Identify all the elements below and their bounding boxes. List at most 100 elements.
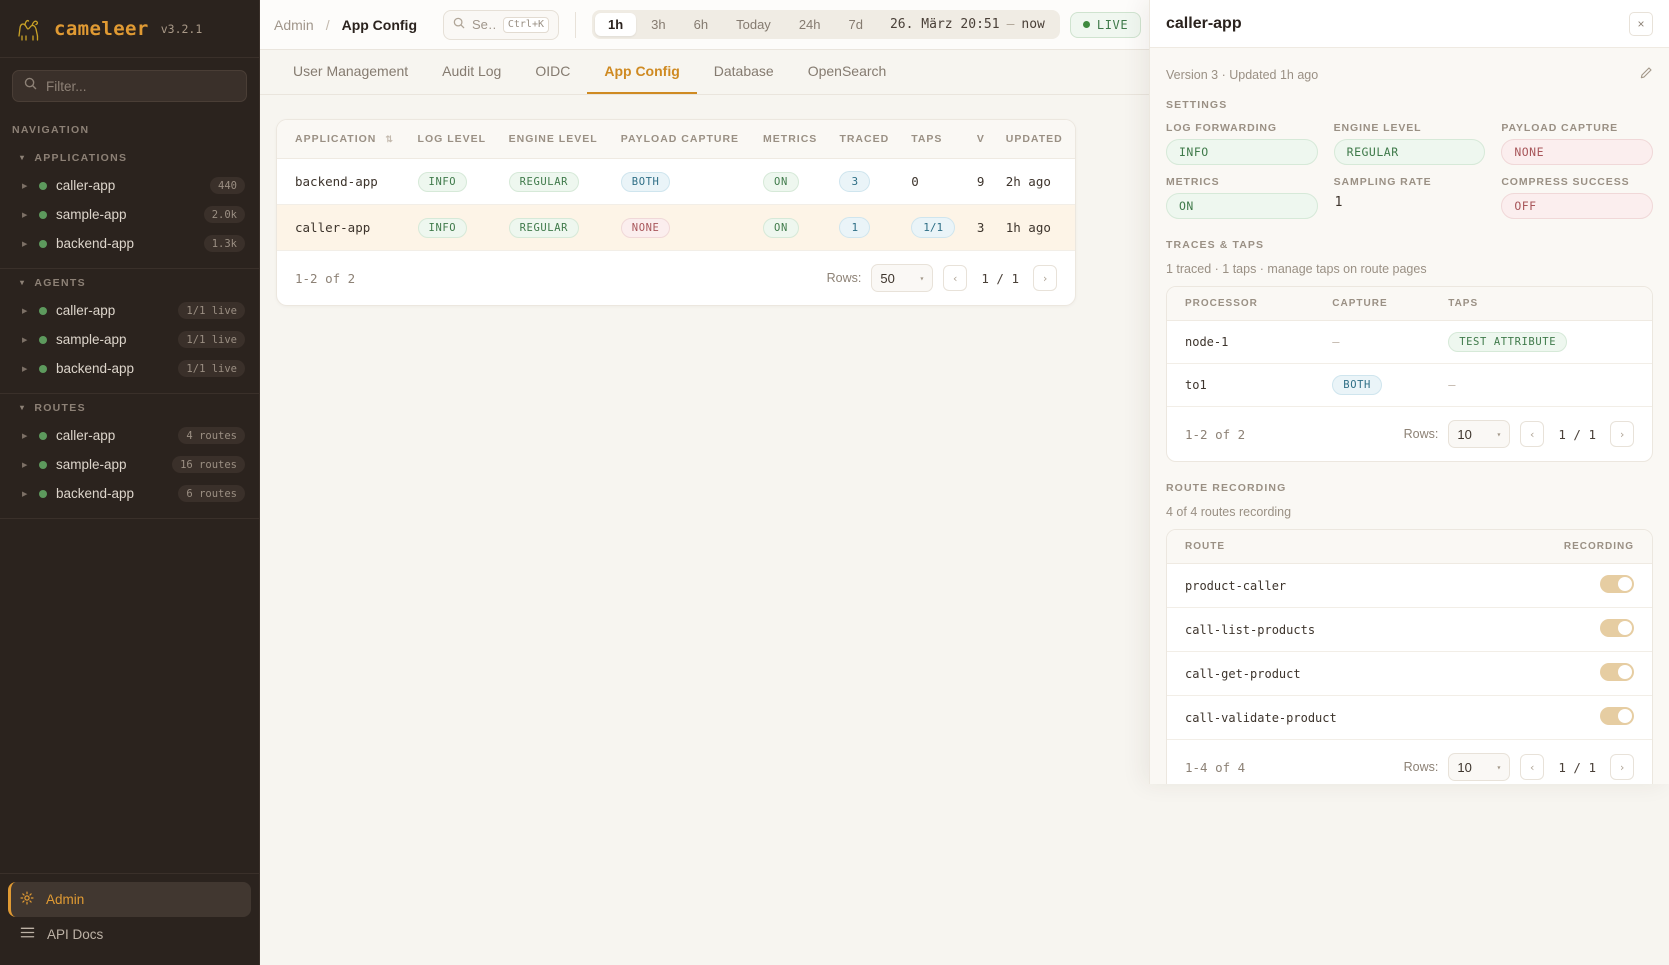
- brand[interactable]: cameleer v3.2.1: [0, 0, 259, 58]
- col-payload-capture[interactable]: PAYLOAD CAPTURE: [610, 120, 754, 159]
- sidebar-item-routes-caller-app[interactable]: ▶ caller-app 4 routes: [0, 421, 259, 450]
- time-range-display[interactable]: 26. März 20:51 — now: [878, 13, 1057, 36]
- table-row[interactable]: caller-app INFO REGULAR NONE ON 1 1/1 3 …: [277, 204, 1075, 251]
- sidebar-group-agents: ▾ AGENTS ▶ caller-app 1/1 live ▶ sample-…: [0, 269, 259, 394]
- panel-meta-text: Version 3 · Updated 1h ago: [1166, 67, 1319, 82]
- tab-oidc[interactable]: OIDC: [535, 63, 571, 79]
- col-updated[interactable]: UPDATED: [995, 120, 1075, 159]
- prev-page-button[interactable]: ‹: [1520, 421, 1545, 447]
- sidebar-item-agents-sample-app[interactable]: ▶ sample-app 1/1 live: [0, 325, 259, 354]
- global-search[interactable]: Se… Ctrl+K: [443, 9, 559, 40]
- col-v[interactable]: V: [966, 120, 996, 159]
- cell-log-level: INFO: [407, 158, 499, 205]
- traces-card: PROCESSOR CAPTURE TAPS node-1 — TEST ATT…: [1166, 286, 1653, 462]
- col-engine-level[interactable]: ENGINE LEVEL: [498, 120, 611, 159]
- tab-database[interactable]: Database: [713, 63, 774, 79]
- col-application[interactable]: APPLICATION ⇅: [277, 120, 408, 159]
- page-indicator: 1 / 1: [1558, 759, 1596, 775]
- group-header-routes[interactable]: ▾ ROUTES: [0, 397, 259, 421]
- recording-toggle[interactable]: [1600, 663, 1634, 681]
- sidebar-item-agents-backend-app[interactable]: ▶ backend-app 1/1 live: [0, 354, 259, 383]
- range-option-7d[interactable]: 7d: [848, 17, 863, 32]
- rows-per-page-select[interactable]: 10 ▾: [1448, 420, 1511, 448]
- prev-page-button[interactable]: ‹: [1520, 754, 1545, 780]
- col-metrics[interactable]: METRICS: [753, 120, 830, 159]
- next-page-button[interactable]: ›: [1033, 265, 1057, 291]
- sidebar-filter-input[interactable]: [46, 78, 235, 94]
- sidebar-item-applications-backend-app[interactable]: ▶ backend-app 1.3k: [0, 229, 259, 258]
- close-icon[interactable]: ×: [1629, 11, 1653, 36]
- setting-metrics: METRICS ON: [1166, 176, 1318, 219]
- table-row[interactable]: call-get-product: [1167, 651, 1652, 696]
- cell-taps: 0: [901, 158, 967, 205]
- sort-icon: ⇅: [385, 134, 394, 144]
- col-log-level[interactable]: LOG LEVEL: [407, 120, 499, 159]
- col-taps: TAPS: [1438, 287, 1652, 321]
- sidebar-item-admin[interactable]: Admin: [8, 882, 251, 917]
- sidebar-item-applications-caller-app[interactable]: ▶ caller-app 440: [0, 171, 259, 200]
- col-taps[interactable]: TAPS: [901, 120, 967, 159]
- col-traced[interactable]: TRACED: [829, 120, 902, 159]
- recording-toggle[interactable]: [1600, 707, 1634, 725]
- table-row[interactable]: node-1 — TEST ATTRIBUTE: [1167, 320, 1652, 364]
- routes-header-row: ROUTE RECORDING: [1167, 530, 1652, 564]
- sidebar-item-badge: 2.0k: [203, 206, 245, 223]
- tab-opensearch[interactable]: OpenSearch: [807, 63, 887, 79]
- tab-app-config[interactable]: App Config: [587, 50, 697, 94]
- sidebar-item-label: Admin: [46, 892, 85, 907]
- breadcrumb-root[interactable]: Admin: [274, 16, 314, 33]
- recording-toggle[interactable]: [1600, 619, 1634, 637]
- sidebar-item-api-docs[interactable]: API Docs: [8, 917, 251, 951]
- range-option-3h[interactable]: 3h: [651, 17, 666, 32]
- sidebar: cameleer v3.2.1 NAVIGATION ▾ APPLICATION…: [0, 0, 260, 965]
- range-option-6h[interactable]: 6h: [693, 17, 709, 32]
- recording-toggle[interactable]: [1600, 575, 1634, 593]
- route-recording-note: 4 of 4 routes recording: [1166, 505, 1292, 519]
- setting-value[interactable]: NONE: [1501, 139, 1653, 165]
- sidebar-filter[interactable]: [12, 70, 247, 102]
- pencil-icon[interactable]: [1639, 66, 1653, 83]
- next-page-button[interactable]: ›: [1610, 754, 1634, 780]
- cell-metrics: ON: [753, 204, 830, 251]
- next-page-button[interactable]: ›: [1610, 421, 1634, 447]
- rows-per-page-select[interactable]: 10 ▾: [1448, 753, 1511, 781]
- table-row[interactable]: backend-app INFO REGULAR BOTH ON 3 0 9 2…: [277, 158, 1075, 205]
- table-row[interactable]: to1 BOTH —: [1167, 363, 1652, 407]
- panel-meta-row: Version 3 · Updated 1h ago: [1166, 66, 1653, 83]
- prev-page-button[interactable]: ‹: [943, 265, 968, 291]
- sidebar-bottom: Admin API Docs: [0, 873, 259, 965]
- setting-value[interactable]: ON: [1166, 193, 1318, 219]
- camel-icon: [16, 16, 44, 42]
- setting-value[interactable]: INFO: [1166, 139, 1318, 165]
- cell-route: call-validate-product: [1167, 695, 1481, 740]
- chevron-right-icon: ▶: [22, 182, 28, 190]
- sidebar-item-agents-caller-app[interactable]: ▶ caller-app 1/1 live: [0, 296, 259, 325]
- toggle-knob: [1618, 577, 1632, 591]
- setting-value[interactable]: OFF: [1501, 193, 1653, 219]
- sidebar-item-applications-sample-app[interactable]: ▶ sample-app 2.0k: [0, 200, 259, 229]
- time-range-selector[interactable]: 1h 3h 6h Today 24h 7d 26. März 20:51 — n…: [592, 10, 1060, 39]
- table-row[interactable]: call-validate-product: [1167, 695, 1652, 740]
- chevron-right-icon: ▶: [22, 365, 28, 373]
- range-option-today[interactable]: Today: [736, 17, 771, 32]
- range-option-1h[interactable]: 1h: [595, 13, 637, 36]
- table-row[interactable]: product-caller: [1167, 563, 1652, 608]
- cell-version: 9: [966, 158, 996, 205]
- chevron-down-icon: ▾: [1496, 762, 1502, 772]
- toggle-knob: [1618, 709, 1632, 723]
- tab-user-management[interactable]: User Management: [293, 63, 409, 79]
- breadcrumb-separator: /: [325, 16, 330, 33]
- live-toggle[interactable]: LIVE: [1069, 11, 1142, 38]
- tab-audit-log[interactable]: Audit Log: [442, 63, 502, 79]
- rows-per-page-select[interactable]: 50 ▾: [871, 264, 934, 292]
- col-route: ROUTE: [1167, 530, 1481, 564]
- setting-value[interactable]: REGULAR: [1333, 139, 1486, 165]
- range-option-24h[interactable]: 24h: [798, 17, 821, 32]
- table-row[interactable]: call-list-products: [1167, 607, 1652, 652]
- sidebar-item-routes-sample-app[interactable]: ▶ sample-app 16 routes: [0, 450, 259, 479]
- group-header-applications[interactable]: ▾ APPLICATIONS: [0, 147, 259, 171]
- setting-label: PAYLOAD CAPTURE: [1501, 122, 1619, 134]
- group-header-agents[interactable]: ▾ AGENTS: [0, 272, 259, 296]
- sidebar-item-routes-backend-app[interactable]: ▶ backend-app 6 routes: [0, 479, 259, 508]
- main-area: Admin / App Config Se… Ctrl+K 1h 3h 6h T…: [260, 0, 1669, 965]
